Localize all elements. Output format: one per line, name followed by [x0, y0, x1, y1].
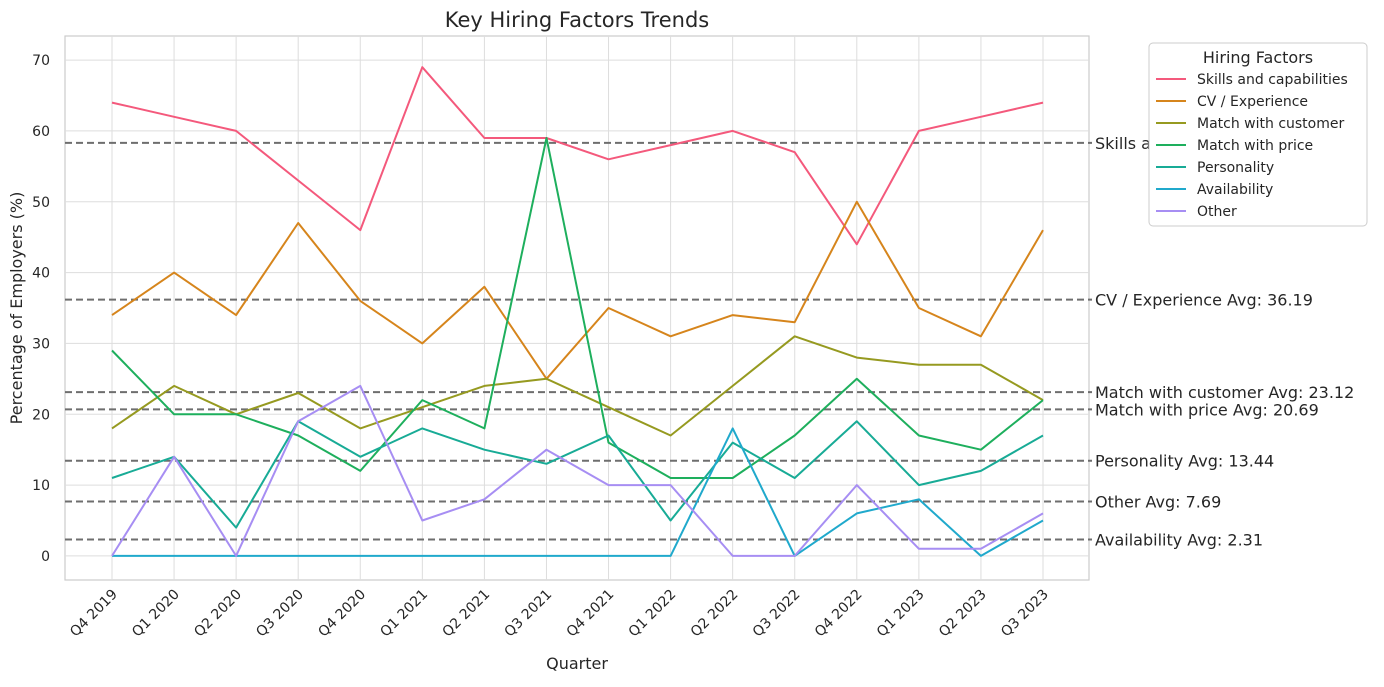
- x-tick-label: Q3 2020: [253, 587, 307, 641]
- y-tick-label: 70: [32, 53, 50, 69]
- legend-label: Match with customer: [1197, 116, 1344, 132]
- x-tick-label: Q4 2022: [812, 587, 866, 641]
- series-line-match-with-customer: [111, 335, 1044, 437]
- x-tick-label: Q4 2020: [315, 587, 369, 641]
- x-tick-label: Q1 2023: [874, 587, 928, 641]
- average-label: CV / Experience Avg: 36.19: [1095, 291, 1313, 310]
- x-tick-label: Q1 2020: [129, 587, 183, 641]
- legend-label: Match with price: [1197, 138, 1313, 154]
- legend-box: [1148, 42, 1368, 227]
- x-tick-label: Q3 2021: [502, 587, 556, 641]
- legend-label: Other: [1197, 204, 1237, 220]
- series-line-other: [111, 384, 1044, 557]
- average-label: Personality Avg: 13.44: [1095, 452, 1274, 471]
- y-axis-label: Percentage of Employers (%): [7, 192, 26, 425]
- average-label: Availability Avg: 2.31: [1095, 531, 1263, 550]
- x-axis-label: Quarter: [546, 654, 608, 673]
- legend-label: Skills and capabilities: [1197, 72, 1348, 88]
- x-tick-label: Q2 2021: [439, 587, 493, 641]
- y-tick-label: 30: [32, 336, 50, 352]
- legend-label: Personality: [1197, 160, 1274, 176]
- average-label: Match with price Avg: 20.69: [1095, 400, 1319, 419]
- x-tick-label: Q4 2019: [67, 587, 121, 641]
- y-tick-label: 50: [32, 195, 50, 211]
- y-tick-label: 10: [32, 478, 50, 494]
- x-tick-label: Q2 2020: [191, 587, 245, 641]
- x-tick-label: Q4 2021: [564, 587, 618, 641]
- x-tick-label: Q3 2022: [750, 587, 804, 641]
- legend-title: Hiring Factors: [1203, 48, 1313, 67]
- chart-title: Key Hiring Factors Trends: [445, 8, 709, 32]
- plot-area: [64, 35, 1090, 581]
- x-axis-ticks: Q4 2019 Q1 2020 Q2 2020 Q3 2020 Q4 2020 Q1 20…: [67, 587, 1052, 641]
- legend: Hiring Factors Skills and capabilities CV…: [1148, 42, 1368, 227]
- x-tick-label: Q1 2021: [377, 587, 431, 641]
- series-line-availability: [112, 427, 1044, 557]
- series-line-cv-experience: [111, 200, 1044, 380]
- series-line-personality: [111, 420, 1044, 529]
- y-tick-label: 0: [41, 549, 50, 565]
- y-axis-ticks: 0 10 20 30 40 50 60 70: [32, 53, 50, 565]
- legend-label: Availability: [1197, 182, 1273, 198]
- series-line-match-with-price: [111, 137, 1044, 479]
- x-tick-label: Q2 2023: [936, 587, 990, 641]
- average-label: Other Avg: 7.69: [1095, 492, 1221, 511]
- average-label: Match with customer Avg: 23.12: [1095, 383, 1354, 402]
- legend-label: CV / Experience: [1197, 94, 1308, 110]
- y-tick-label: 20: [32, 407, 50, 423]
- x-tick-label: Q2 2022: [688, 587, 742, 641]
- y-tick-label: 60: [32, 124, 50, 140]
- series-lines: [111, 66, 1044, 557]
- x-tick-label: Q3 2023: [998, 587, 1052, 641]
- x-tick-label: Q1 2022: [626, 587, 680, 641]
- y-tick-label: 40: [32, 266, 50, 282]
- series-line-skills-and-capabilities: [111, 66, 1044, 246]
